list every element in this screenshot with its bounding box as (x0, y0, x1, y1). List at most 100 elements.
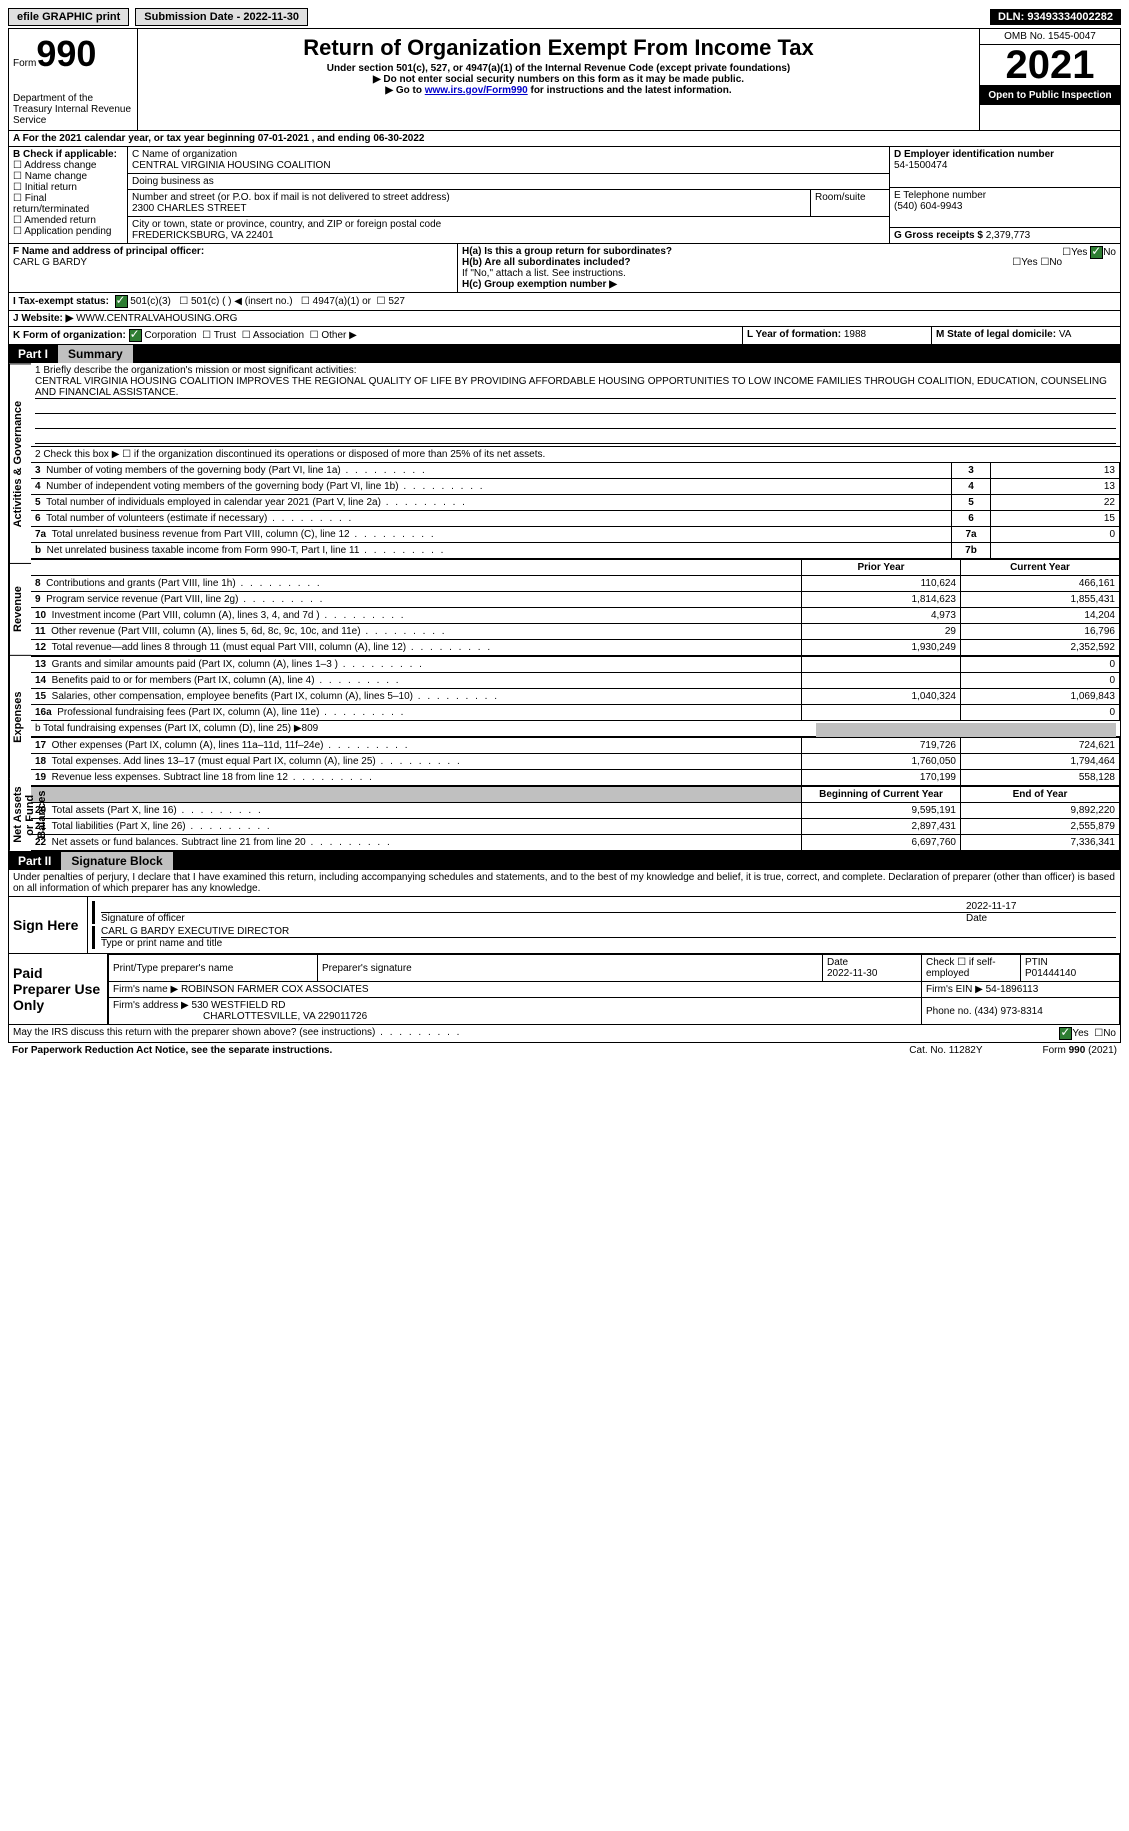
section-bcdefg: B Check if applicable: ☐ Address change … (8, 147, 1121, 244)
na-table: Beginning of Current YearEnd of Year 20 … (31, 786, 1120, 851)
table-row: 4 Number of independent voting members o… (31, 479, 1120, 495)
addr-label: Number and street (or P.O. box if mail i… (132, 192, 806, 203)
table-row: 22 Net assets or fund balances. Subtract… (31, 835, 1120, 851)
e-value: (540) 604-9943 (894, 201, 1116, 212)
table-row: 19 Revenue less expenses. Subtract line … (31, 770, 1120, 786)
d-label: D Employer identification number (894, 149, 1116, 160)
dept-label: Department of the Treasury Internal Reve… (13, 93, 133, 126)
b-label: B Check if applicable: (13, 149, 123, 160)
j-label: J Website: ▶ (13, 313, 73, 324)
section-b: B Check if applicable: ☐ Address change … (9, 147, 128, 243)
vertical-tabs: Activities & Governance Revenue Expenses… (9, 363, 31, 851)
part1-body: Activities & Governance Revenue Expenses… (8, 363, 1121, 852)
c-name-label: C Name of organization (132, 149, 885, 160)
line1: 1 Briefly describe the organization's mi… (31, 363, 1120, 447)
submission-date: 2022-11-30 (243, 11, 299, 23)
b-opt-3: ☐ Final return/terminated (13, 193, 123, 215)
d-value: 54-1500474 (894, 160, 1116, 171)
tab-netassets: Net Assets or Fund Balances (9, 779, 31, 851)
form-subtitle: Under section 501(c), 527, or 4947(a)(1)… (142, 63, 975, 74)
room-label: Room/suite (811, 190, 889, 216)
table-row: 18 Total expenses. Add lines 13–17 (must… (31, 754, 1120, 770)
g-label: G Gross receipts $ (894, 230, 986, 241)
section-j: J Website: ▶ WWW.CENTRALVAHOUSING.ORG (8, 311, 1121, 327)
part1-title: Summary (58, 345, 133, 363)
b-opt-2: ☐ Initial return (13, 182, 123, 193)
officer-name: CARL G BARDY EXECUTIVE DIRECTOR (101, 926, 1116, 937)
form-header: Form990 Department of the Treasury Inter… (8, 28, 1121, 131)
i-label: I Tax-exempt status: (13, 296, 109, 307)
form-note1: ▶ Do not enter social security numbers o… (142, 74, 975, 85)
top-bar: efile GRAPHIC print Submission Date - 20… (8, 8, 1121, 26)
form-number: 990 (36, 33, 96, 74)
table-row: 11 Other revenue (Part VIII, column (A),… (31, 624, 1120, 640)
table-row: 3 Number of voting members of the govern… (31, 463, 1120, 479)
line16b: b Total fundraising expenses (Part IX, c… (31, 721, 1120, 737)
table-row: 21 Total liabilities (Part X, line 26)2,… (31, 819, 1120, 835)
ag-table: 3 Number of voting members of the govern… (31, 462, 1120, 559)
exp-table: 13 Grants and similar amounts paid (Part… (31, 656, 1120, 721)
cat-no: Cat. No. 11282Y (909, 1045, 982, 1056)
dln-value: 93493334002282 (1027, 11, 1113, 23)
tax-year: 2021 (980, 45, 1120, 86)
hb-row: H(b) Are all subordinates included? ☐Yes… (462, 257, 1116, 268)
table-row: 6 Total number of volunteers (estimate i… (31, 511, 1120, 527)
form-note2: ▶ Go to www.irs.gov/Form990 for instruct… (142, 85, 975, 96)
table-row: 14 Benefits paid to or for members (Part… (31, 673, 1120, 689)
g-value: 2,379,773 (986, 230, 1031, 241)
preparer-table: Print/Type preparer's name Preparer's si… (108, 954, 1120, 1024)
paid-preparer-row: Paid Preparer Use Only Print/Type prepar… (8, 954, 1121, 1025)
part1-label: Part I (8, 345, 58, 363)
e-label: E Telephone number (894, 190, 1116, 201)
period-row: A For the 2021 calendar year, or tax yea… (8, 131, 1121, 147)
table-row: 12 Total revenue—add lines 8 through 11 … (31, 640, 1120, 656)
dln-label: DLN: (998, 11, 1027, 23)
period-text: A For the 2021 calendar year, or tax yea… (9, 131, 428, 146)
part2-label: Part II (8, 852, 61, 870)
submission-label: Submission Date - (144, 11, 243, 23)
section-fh: F Name and address of principal officer:… (8, 244, 1121, 293)
footer: For Paperwork Reduction Act Notice, see … (8, 1043, 1121, 1058)
table-row: b Net unrelated business taxable income … (31, 543, 1120, 559)
table-row: 8 Contributions and grants (Part VIII, l… (31, 576, 1120, 592)
submission-button[interactable]: Submission Date - 2022-11-30 (135, 8, 308, 26)
tab-activities: Activities & Governance (9, 363, 31, 563)
part2-title: Signature Block (61, 852, 172, 870)
form-title: Return of Organization Exempt From Incom… (142, 35, 975, 61)
table-row: 20 Total assets (Part X, line 16)9,595,1… (31, 803, 1120, 819)
dba-label: Doing business as (132, 176, 885, 187)
section-i: I Tax-exempt status: 501(c)(3) ☐ 501(c) … (8, 293, 1121, 311)
line2: 2 Check this box ▶ ☐ if the organization… (31, 447, 1120, 462)
footer-form: Form 990 (2021) (1043, 1045, 1118, 1056)
table-row: 5 Total number of individuals employed i… (31, 495, 1120, 511)
hc-label: H(c) Group exemption number ▶ (462, 279, 1116, 290)
irs-link[interactable]: www.irs.gov/Form990 (425, 85, 528, 96)
tab-revenue: Revenue (9, 563, 31, 655)
paperwork-notice: For Paperwork Reduction Act Notice, see … (12, 1045, 332, 1056)
l1-label: 1 Briefly describe the organization's mi… (35, 365, 1116, 376)
check-501c3 (115, 295, 128, 308)
b-opt-1: ☐ Name change (13, 171, 123, 182)
city-value: FREDERICKSBURG, VA 22401 (132, 230, 885, 241)
declaration: Under penalties of perjury, I declare th… (8, 870, 1121, 897)
efile-button[interactable]: efile GRAPHIC print (8, 8, 129, 26)
table-row: 16a Professional fundraising fees (Part … (31, 705, 1120, 721)
sign-here-row: Sign Here 2022-11-17 Signature of office… (8, 897, 1121, 954)
k-label: K Form of organization: (13, 330, 126, 341)
table-row: 13 Grants and similar amounts paid (Part… (31, 657, 1120, 673)
b-opt-5: ☐ Application pending (13, 226, 123, 237)
table-row: 15 Salaries, other compensation, employe… (31, 689, 1120, 705)
dln-box: DLN: 93493334002282 (990, 9, 1121, 25)
exp2-table: 17 Other expenses (Part IX, column (A), … (31, 737, 1120, 786)
city-label: City or town, state or province, country… (132, 219, 885, 230)
ha-row: H(a) Is this a group return for subordin… (462, 246, 1116, 257)
f-value: CARL G BARDY (13, 257, 453, 268)
section-c: C Name of organization CENTRAL VIRGINIA … (128, 147, 889, 243)
table-row: 17 Other expenses (Part IX, column (A), … (31, 738, 1120, 754)
b-opt-0: ☐ Address change (13, 160, 123, 171)
table-row: 7a Total unrelated business revenue from… (31, 527, 1120, 543)
b-opt-4: ☐ Amended return (13, 215, 123, 226)
f-label: F Name and address of principal officer: (13, 246, 453, 257)
part2-header: Part II Signature Block (8, 852, 1121, 870)
c-name: CENTRAL VIRGINIA HOUSING COALITION (132, 160, 885, 171)
